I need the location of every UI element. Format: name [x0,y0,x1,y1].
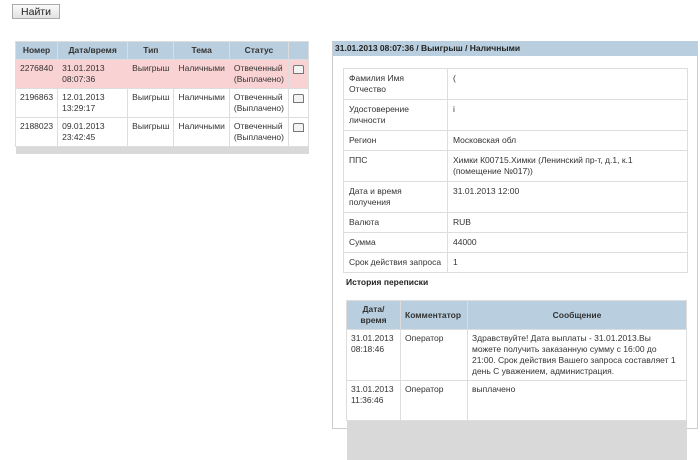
request-detail-panel: 31.01.2013 08:07:36 / Выигрыш / Наличным… [332,41,698,429]
cell-topic: Наличными [174,60,229,89]
cell-datetime: 09.01.2013 23:42:45 [58,118,128,147]
col-hist-message: Сообщение [468,301,687,330]
cell-status: Отвеченный (Выплачено) [229,118,288,147]
history-table: Дата/время Комментатор Сообщение 31.01.2… [346,300,687,460]
cell-status: Отвеченный (Выплачено) [229,89,288,118]
field-label: Удостоверение личности [344,100,448,131]
cell-topic: Наличными [174,118,229,147]
field-label: Регион [344,131,448,151]
field-value: Химки К00715.Химки (Ленинский пр-т, д.1,… [448,151,688,182]
field-value: 1 [448,253,688,273]
envelope-icon[interactable] [293,65,304,74]
field-value: Московская обл [448,131,688,151]
cell-type: Выигрыш [128,118,174,147]
field-label: Дата и время получения [344,182,448,213]
envelope-icon-cell[interactable] [289,89,309,118]
field-value: 31.01.2013 12:00 [448,182,688,213]
field-value: RUB [448,213,688,233]
cell-number: 2196863 [16,89,58,118]
search-button[interactable]: Найти [12,4,60,19]
requests-table: Номер Дата/время Тип Тема Статус 2276840… [15,41,309,154]
field-value: 44000 [448,233,688,253]
envelope-icon-cell[interactable] [289,60,309,89]
field-label: Сумма [344,233,448,253]
history-author: Оператор [401,381,468,421]
cell-datetime: 31.01.2013 08:07:36 [58,60,128,89]
field-label: ППС [344,151,448,182]
detail-fields-table: Фамилия Имя Отчество(Удостоверение лично… [343,68,688,273]
detail-field-row: Фамилия Имя Отчество( [344,69,688,100]
history-datetime: 31.01.2013 11:36:46 [347,381,401,421]
cell-datetime: 12.01.2013 13:29:17 [58,89,128,118]
history-message: выплачено [468,381,687,421]
cell-status: Отвеченный (Выплачено) [229,60,288,89]
history-datetime: 31.01.2013 08:18:46 [347,330,401,381]
cell-type: Выигрыш [128,89,174,118]
history-message: Здравствуйте! Дата выплаты - 31.01.2013.… [468,330,687,381]
col-type: Тип [128,42,174,60]
col-icon [289,42,309,60]
table-footer [16,147,309,155]
field-label: Валюта [344,213,448,233]
col-hist-datetime: Дата/время [347,301,401,330]
history-title: История переписки [346,277,428,287]
cell-number: 2276840 [16,60,58,89]
col-datetime: Дата/время [58,42,128,60]
history-footer [347,421,687,460]
field-value: i [448,100,688,131]
field-label: Фамилия Имя Отчество [344,69,448,100]
col-hist-author: Комментатор [401,301,468,330]
col-number: Номер [16,42,58,60]
cell-type: Выигрыш [128,60,174,89]
field-label: Срок действия запроса [344,253,448,273]
envelope-icon[interactable] [293,94,304,103]
cell-number: 2188023 [16,118,58,147]
col-status: Статус [229,42,288,60]
envelope-icon-cell[interactable] [289,118,309,147]
detail-title: 31.01.2013 08:07:36 / Выигрыш / Наличным… [333,41,697,56]
history-author: Оператор [401,330,468,381]
col-topic: Тема [174,42,229,60]
envelope-icon[interactable] [293,123,304,132]
cell-topic: Наличными [174,89,229,118]
field-value: ( [448,69,688,100]
